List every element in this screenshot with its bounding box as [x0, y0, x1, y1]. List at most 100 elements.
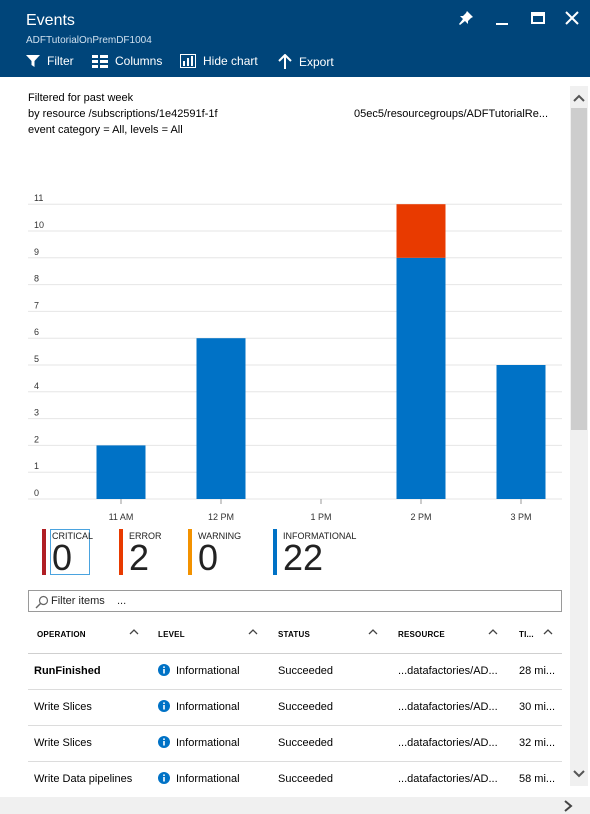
bar-informational: [96, 445, 146, 499]
scrollbar-thumb[interactable]: [571, 108, 587, 430]
column-header-level[interactable]: LEVEL: [158, 629, 258, 639]
export-label: Export: [299, 54, 334, 69]
counter-critical-label: CRITICAL: [52, 531, 94, 541]
cell-operation: Write Slices: [34, 737, 92, 749]
cell-level: Informational: [176, 665, 240, 677]
columns-button[interactable]: Columns: [92, 54, 162, 68]
counter-warning-label: WARNING: [198, 531, 242, 541]
column-header-label: RESOURCE: [398, 630, 445, 639]
horizontal-scrollbar[interactable]: [0, 797, 590, 814]
y-tick-label: 7: [34, 300, 39, 310]
column-header-status[interactable]: STATUS: [278, 629, 378, 639]
columns-icon: [92, 54, 108, 68]
toolbar: Filter Columns Hide chart Export: [0, 52, 590, 74]
y-tick-label: 3: [34, 408, 39, 418]
table-row[interactable]: Write Slices Informational Succeeded ...…: [28, 690, 562, 726]
counter-critical-color: [42, 529, 46, 575]
column-header-label: STATUS: [278, 630, 311, 639]
y-tick-label: 8: [34, 274, 39, 284]
cell-level: Informational: [176, 701, 240, 713]
cell-operation: Write Data pipelines: [34, 773, 133, 785]
counter-informational-color: [273, 529, 277, 575]
counter-error-value: 2: [129, 537, 150, 578]
cell-resource: ...datafactories/AD...: [398, 665, 498, 677]
filter-summary: Filtered for past week by resource /subs…: [28, 90, 548, 138]
funnel-icon: [26, 55, 40, 67]
column-header-label: TI...: [519, 630, 534, 639]
export-button[interactable]: Export: [278, 54, 334, 69]
filter-items-input[interactable]: [51, 593, 551, 609]
maximize-icon: [531, 12, 545, 24]
counter-informational-value: 22: [283, 537, 324, 578]
chevron-right-icon[interactable]: [563, 800, 573, 812]
cell-operation: Write Slices: [34, 701, 92, 713]
counter-informational-label: INFORMATIONAL: [283, 531, 357, 541]
column-header-operation[interactable]: OPERATION: [37, 629, 139, 639]
hide-chart-label: Hide chart: [203, 54, 258, 68]
cell-resource: ...datafactories/AD...: [398, 773, 498, 785]
close-icon: [565, 11, 579, 25]
info-icon: [158, 772, 170, 784]
cell-time: 30 mi...: [519, 701, 556, 713]
focus-outline: [50, 529, 90, 575]
events-chart: 0 1 2 3 4 5 6 7 8 9 10 11 11 AM 12 PM 1 PM 2 PM 3 PM: [28, 193, 562, 522]
y-tick-label: 10: [34, 220, 44, 230]
cell-resource: ...datafactories/AD...: [398, 737, 498, 749]
cell-status: Succeeded: [278, 665, 334, 677]
info-icon: [158, 700, 170, 712]
chevron-up-icon: [248, 629, 258, 635]
y-tick-label: 1: [34, 461, 39, 471]
x-tick-label: 3 PM: [510, 512, 531, 522]
blade-subtitle: ADFTutorialOnPremDF1004: [26, 35, 152, 46]
blade-header: Events ADFTutorialOnPremDF1004 Filter: [0, 0, 590, 77]
summary-line-1: Filtered for past week: [28, 92, 134, 104]
cell-status: Succeeded: [278, 773, 334, 785]
x-tick-label: 12 PM: [208, 512, 234, 522]
y-tick-label: 11: [34, 193, 43, 203]
maximize-button[interactable]: [530, 10, 552, 32]
x-tick-label: 2 PM: [410, 512, 431, 522]
cell-time: 58 mi...: [519, 773, 556, 785]
cell-status: Succeeded: [278, 737, 334, 749]
bar-informational: [196, 338, 246, 499]
counter-warning-color: [188, 529, 192, 575]
filter-label: Filter: [47, 54, 74, 68]
bar-error: [396, 204, 446, 258]
chevron-down-icon: [573, 770, 585, 778]
summary-line-2: by resource /subscriptions/1e42591f-1f: [28, 108, 218, 120]
minimize-button[interactable]: [494, 10, 516, 32]
close-button[interactable]: [564, 10, 586, 32]
table-row[interactable]: Write Data pipelines Informational Succe…: [28, 762, 562, 798]
chart-icon: [180, 54, 196, 68]
cell-resource: ...datafactories/AD...: [398, 701, 498, 713]
cell-operation: RunFinished: [34, 665, 101, 677]
filter-button[interactable]: Filter: [26, 54, 74, 68]
y-tick-label: 9: [34, 247, 39, 257]
table-row[interactable]: Write Slices Informational Succeeded ...…: [28, 726, 562, 762]
hide-chart-button[interactable]: Hide chart: [180, 54, 258, 68]
chevron-up-icon: [573, 94, 585, 102]
scroll-down-button[interactable]: [571, 766, 587, 782]
cell-time: 32 mi...: [519, 737, 556, 749]
chevron-up-icon: [488, 629, 498, 635]
summary-line-3: event category = All, levels = All: [28, 124, 183, 136]
filter-items-box[interactable]: [28, 590, 562, 612]
summary-line-2-right: 05ec5/resourcegroups/ADFTutorialRe...: [354, 108, 549, 120]
counter-critical-value: 0: [52, 537, 73, 578]
info-icon: [158, 736, 170, 748]
columns-label: Columns: [115, 54, 163, 68]
cell-level: Informational: [176, 773, 240, 785]
table-row[interactable]: RunFinished Informational Succeeded ...d…: [28, 654, 562, 690]
pin-button[interactable]: [458, 10, 480, 32]
scroll-up-button[interactable]: [571, 90, 587, 106]
info-icon: [158, 664, 170, 676]
column-header-resource[interactable]: RESOURCE: [398, 629, 498, 639]
chevron-up-icon: [129, 629, 139, 635]
bar-informational: [496, 365, 546, 499]
chevron-up-icon: [368, 629, 378, 635]
search-icon: [35, 595, 49, 609]
column-header-label: LEVEL: [158, 630, 185, 639]
y-tick-label: 4: [34, 381, 39, 391]
chevron-up-icon: [543, 629, 553, 635]
column-header-time[interactable]: TI...: [519, 629, 553, 639]
